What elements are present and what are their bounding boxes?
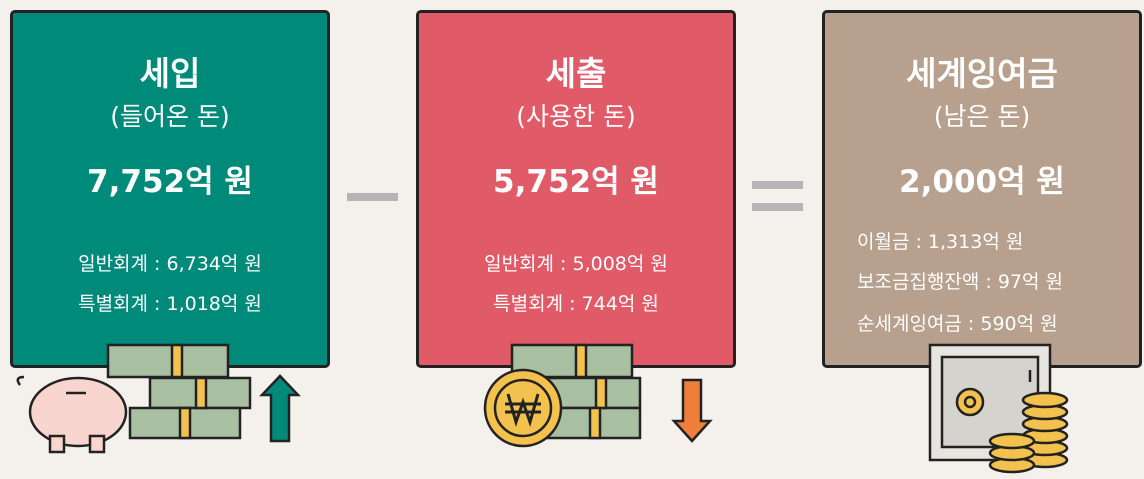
panel-subtitle: (들어온 돈) (110, 102, 230, 131)
equals-sign (752, 181, 803, 189)
panel-line: 일반회계 : 6,734억 원 (78, 253, 262, 275)
piggy-bank (16, 375, 128, 454)
up-arrow (259, 374, 301, 443)
equals-sign (752, 203, 803, 211)
minus-sign (347, 193, 398, 201)
surplus-panel: 세계잉여금 (남은 돈) 2,000억 원 이월금 : 1,313억 원 보조금… (822, 10, 1142, 368)
coins (988, 391, 1069, 474)
panel-line: 이월금 : 1,313억 원 (857, 231, 1024, 253)
panel-line: 특별회계 : 744억 원 (493, 293, 659, 315)
money-stack (106, 343, 252, 440)
panel-title: 세출 (545, 54, 607, 93)
panel-title: 세계잉여금 (906, 54, 1058, 93)
panel-line: 보조금집행잔액 : 97억 원 (857, 271, 1064, 293)
revenue-panel: 세입 (들어온 돈) 7,752억 원 일반회계 : 6,734억 원 특별회계… (10, 10, 330, 368)
panel-subtitle: (사용한 돈) (516, 102, 636, 131)
down-arrow (671, 378, 713, 443)
panel-amount: 7,752억 원 (87, 164, 253, 200)
money-stack (483, 343, 642, 448)
panel-title: 세입 (139, 54, 201, 93)
expenditure-panel: 세출 (사용한 돈) 5,752억 원 일반회계 : 5,008억 원 특별회계… (416, 10, 736, 368)
panel-amount: 2,000억 원 (899, 164, 1065, 200)
panel-line: 순세계잉여금 : 590억 원 (857, 313, 1058, 335)
panel-line: 특별회계 : 1,018억 원 (78, 293, 262, 315)
panel-line: 일반회계 : 5,008억 원 (484, 253, 668, 275)
panel-subtitle: (남은 돈) (933, 102, 1031, 131)
panel-amount: 5,752억 원 (493, 164, 659, 200)
